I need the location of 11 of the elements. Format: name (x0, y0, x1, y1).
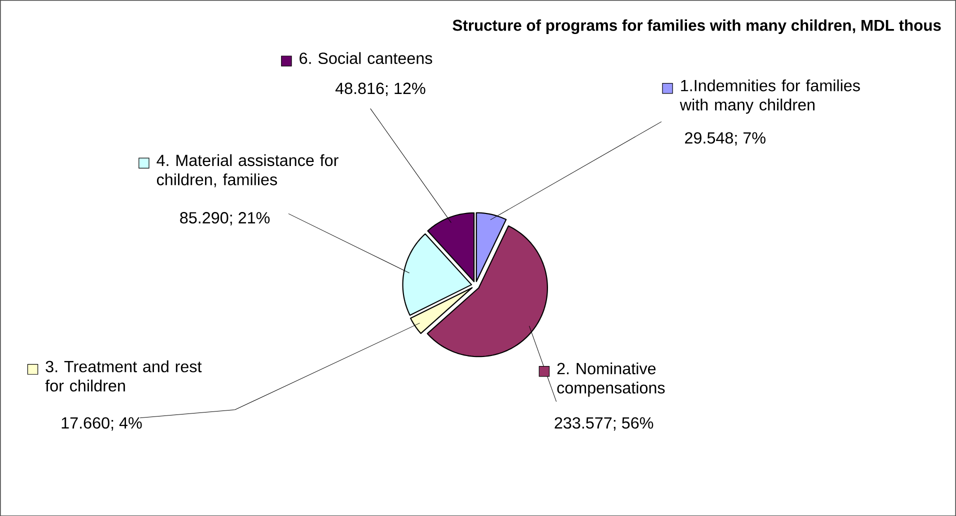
legend-label: 3. Treatment and rest for children (45, 360, 202, 392)
data-label: 233.577; 56% (554, 417, 654, 430)
data-label: 85.290; 21% (180, 212, 270, 226)
data-label: 29.548; 7% (685, 132, 766, 146)
legend-label: 6. Social canteens (300, 52, 432, 64)
data-label: 48.816; 12% (335, 82, 426, 96)
legend-label: 2. Nominative compensations (557, 362, 665, 397)
data-label: 17.660; 4% (62, 417, 142, 430)
chart-title: Structure of programs for families with many children, MDL thous (452, 19, 941, 34)
legend-label: 1.Indemnities for families with many children (680, 79, 860, 114)
legend-label: 4. Material assistance for children, families (156, 154, 338, 188)
